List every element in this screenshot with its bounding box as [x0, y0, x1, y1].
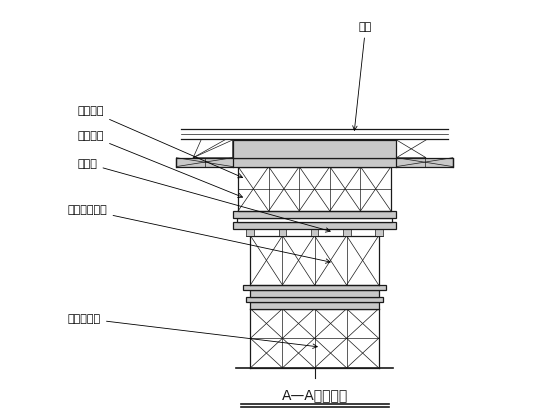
- Bar: [232, 211, 396, 218]
- Bar: [244, 285, 386, 290]
- Bar: [246, 297, 382, 302]
- Bar: [278, 229, 286, 236]
- Bar: [246, 229, 254, 236]
- Bar: [375, 229, 382, 236]
- Text: 六五军用墓: 六五军用墓: [68, 314, 318, 348]
- Text: A—A（放大）: A—A（放大）: [282, 388, 348, 402]
- Bar: [232, 222, 396, 229]
- Bar: [250, 290, 379, 297]
- Text: 六四式军用梁: 六四式军用梁: [68, 205, 330, 263]
- Bar: [236, 218, 393, 222]
- Text: 樔块块: 樔块块: [78, 159, 330, 232]
- Bar: [343, 229, 351, 236]
- Text: 底模支架: 底模支架: [78, 106, 242, 178]
- Bar: [238, 167, 391, 211]
- Bar: [311, 229, 319, 236]
- Bar: [232, 140, 396, 158]
- Text: 侧模支架: 侧模支架: [78, 131, 242, 197]
- Bar: [250, 302, 379, 309]
- Bar: [176, 158, 452, 167]
- Text: 拉条: 拉条: [353, 22, 372, 130]
